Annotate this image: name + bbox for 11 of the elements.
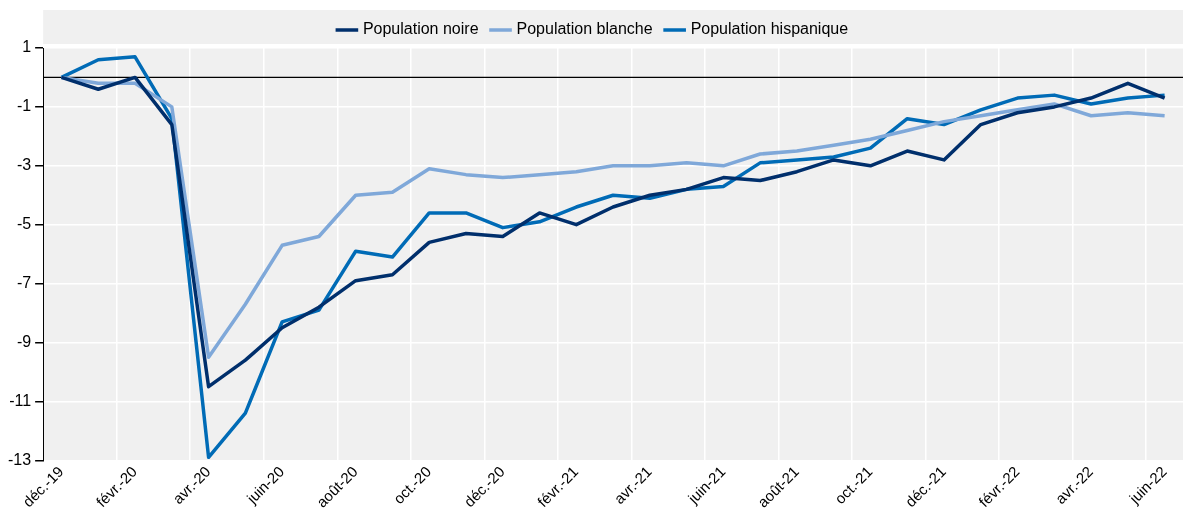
legend-label: Population noire [362, 20, 479, 38]
legend-label: Population hispanique [690, 20, 849, 38]
y-tick-label: -5 [16, 215, 32, 233]
y-tick-label: -13 [8, 450, 32, 468]
y-tick-label: -1 [16, 97, 32, 115]
y-tick-label: -11 [9, 391, 32, 409]
y-tick-label: -3 [16, 156, 32, 174]
y-tick-label: 1 [22, 38, 32, 56]
y-tick-label: -7 [16, 274, 32, 292]
y-tick-label: -9 [16, 332, 32, 350]
legend-label: Population blanche [516, 20, 653, 38]
